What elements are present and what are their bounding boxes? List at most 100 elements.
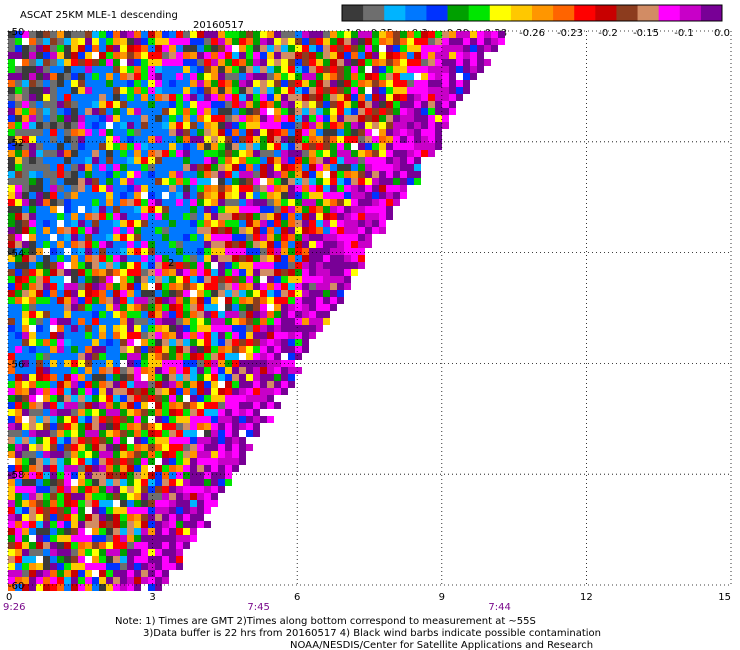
data-cell <box>463 38 470 45</box>
data-cell <box>99 563 106 570</box>
data-cell <box>239 451 246 458</box>
data-cell <box>22 220 29 227</box>
data-cell <box>176 507 183 514</box>
data-cell <box>309 255 316 262</box>
data-cell <box>22 388 29 395</box>
data-cell <box>253 115 260 122</box>
data-cell <box>232 45 239 52</box>
data-cell <box>99 507 106 514</box>
data-cell <box>169 213 176 220</box>
data-cell <box>442 101 449 108</box>
data-cell <box>365 31 372 38</box>
data-cell <box>78 486 85 493</box>
data-cell <box>92 451 99 458</box>
data-cell <box>134 451 141 458</box>
data-cell <box>8 360 15 367</box>
data-cell <box>155 283 162 290</box>
data-cell <box>316 290 323 297</box>
data-cell <box>78 80 85 87</box>
data-cell <box>22 325 29 332</box>
data-cell <box>120 227 127 234</box>
data-cell <box>92 521 99 528</box>
data-cell <box>78 346 85 353</box>
data-cell <box>43 52 50 59</box>
colorbar-label: -0.1 <box>674 28 694 39</box>
data-cell <box>239 297 246 304</box>
data-cell <box>365 227 372 234</box>
data-cell <box>197 521 204 528</box>
data-cell <box>498 31 505 38</box>
data-cell <box>120 262 127 269</box>
data-cell <box>211 248 218 255</box>
data-cell <box>190 311 197 318</box>
data-cell <box>330 66 337 73</box>
data-cell <box>260 374 267 381</box>
data-cell <box>323 143 330 150</box>
data-cell <box>99 122 106 129</box>
data-cell <box>204 94 211 101</box>
data-cell <box>183 255 190 262</box>
data-cell <box>344 255 351 262</box>
data-cell <box>85 115 92 122</box>
data-cell <box>85 584 92 591</box>
data-cell <box>120 199 127 206</box>
data-cell <box>113 94 120 101</box>
data-cell <box>99 325 106 332</box>
data-cell <box>162 507 169 514</box>
data-cell <box>127 318 134 325</box>
data-cell <box>225 311 232 318</box>
data-cell <box>260 395 267 402</box>
data-cell <box>400 45 407 52</box>
data-cell <box>155 332 162 339</box>
data-cell <box>267 353 274 360</box>
data-cell <box>288 262 295 269</box>
data-cell <box>309 171 316 178</box>
data-cell <box>155 157 162 164</box>
data-cell <box>148 549 155 556</box>
data-cell <box>379 101 386 108</box>
data-cell <box>64 87 71 94</box>
colorbar-swatch <box>595 5 617 21</box>
data-cell <box>204 479 211 486</box>
data-cell <box>358 157 365 164</box>
data-cell <box>50 570 57 577</box>
data-cell <box>358 87 365 94</box>
data-cell <box>169 185 176 192</box>
data-cell <box>148 367 155 374</box>
data-cell <box>155 31 162 38</box>
data-cell <box>134 206 141 213</box>
data-cell <box>176 59 183 66</box>
data-cell <box>71 514 78 521</box>
data-cell <box>274 290 281 297</box>
data-cell <box>288 122 295 129</box>
data-cell <box>162 297 169 304</box>
data-cell <box>169 556 176 563</box>
data-cell <box>176 444 183 451</box>
data-cell <box>106 486 113 493</box>
data-cell <box>155 318 162 325</box>
data-cell <box>50 234 57 241</box>
data-cell <box>365 220 372 227</box>
data-cell <box>71 332 78 339</box>
data-cell <box>78 136 85 143</box>
data-cell <box>141 38 148 45</box>
data-cell <box>365 164 372 171</box>
data-cell <box>22 66 29 73</box>
data-cell <box>155 409 162 416</box>
data-cell <box>400 178 407 185</box>
data-cell <box>43 332 50 339</box>
data-cell <box>162 570 169 577</box>
data-cell <box>344 206 351 213</box>
data-cell <box>78 542 85 549</box>
data-cell <box>71 73 78 80</box>
data-cell <box>85 451 92 458</box>
data-cell <box>295 311 302 318</box>
data-cell <box>134 458 141 465</box>
data-cell <box>183 381 190 388</box>
data-cell <box>225 136 232 143</box>
data-cell <box>407 136 414 143</box>
data-cell <box>127 129 134 136</box>
data-cell <box>358 192 365 199</box>
data-cell <box>148 171 155 178</box>
data-cell <box>239 360 246 367</box>
